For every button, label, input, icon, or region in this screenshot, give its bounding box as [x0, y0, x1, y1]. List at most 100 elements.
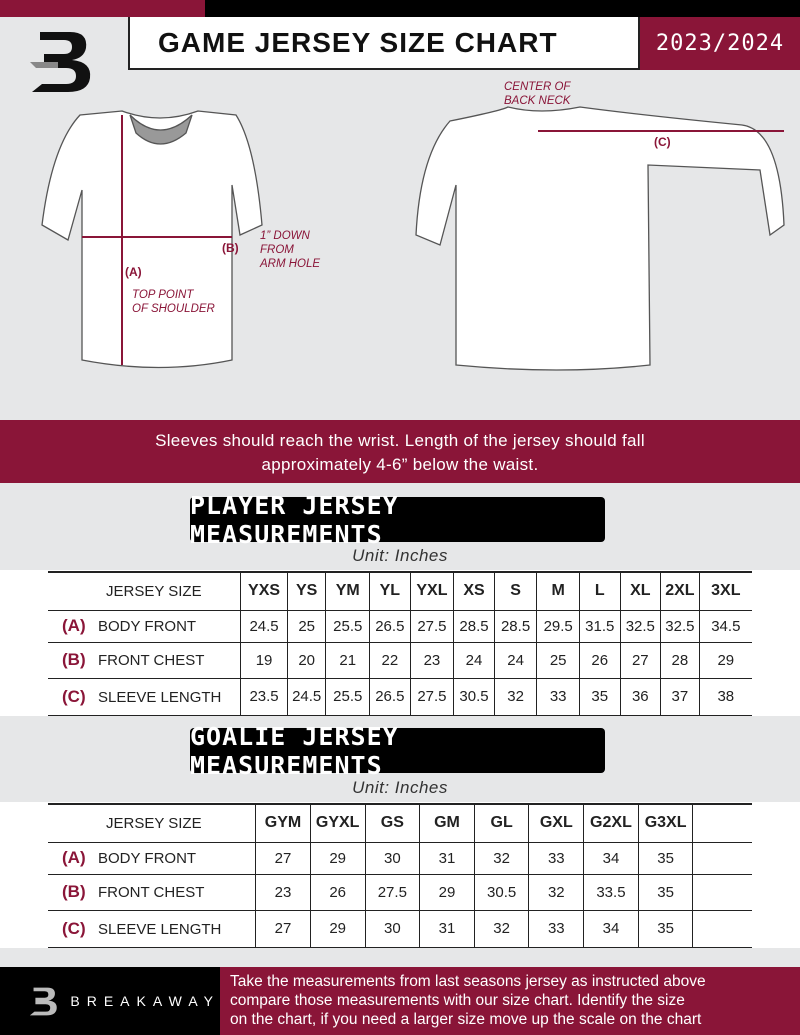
label-b: (B) [222, 241, 239, 255]
header-row: JERSEY SIZE YXS YS YM YL YXL XS S M L XL 2XL 3XL [48, 572, 752, 610]
size-column-header: GXL [528, 804, 584, 842]
table-cell: 24 [493, 642, 537, 678]
table-cell: 33 [528, 842, 584, 874]
season-badge: 2023/2024 [640, 17, 800, 70]
table-cell: 26 [578, 642, 621, 678]
table-cell: 29 [309, 842, 365, 874]
row-label: (B) FRONT CHEST [48, 642, 241, 678]
size-column-header: GYM [255, 804, 311, 842]
size-header: JERSEY SIZE [106, 582, 202, 600]
size-column-header: XL [619, 572, 661, 610]
table-cell: 32 [473, 842, 529, 874]
table-cell: 20 [286, 642, 326, 678]
size-column-header: GYXL [309, 804, 365, 842]
table-cell: 23 [409, 642, 454, 678]
goalie-size-table: JERSEY SIZE GYM GYXL GS GM GL GXL G2XL G3XL (A) BO… [48, 803, 752, 948]
table-cell [692, 874, 752, 910]
size-column-header [692, 804, 752, 842]
row-code: (A) [62, 848, 86, 867]
jersey-diagram: (A) TOP POINT OF SHOULDER (B) 1” DOWN FROM… [0, 75, 800, 420]
note-b: 1” DOWN FROM ARM HOLE [260, 230, 321, 270]
size-column-header: L [578, 572, 621, 610]
row-code: (A) [62, 616, 86, 635]
size-column-header: XS [453, 572, 495, 610]
table-cell: 21 [325, 642, 370, 678]
player-table-bg: JERSEY SIZE YXS YS YM YL YXL XS S M L XL 2XL 3XL (A) B… [0, 570, 800, 716]
header-row: JERSEY SIZE GYM GYXL GS GM GL GXL G2XL G3XL [48, 804, 752, 842]
table-cell: 29.5 [536, 610, 580, 642]
player-size-table: JERSEY SIZE YXS YS YM YL YXL XS S M L XL 2XL 3XL (A) B… [48, 571, 752, 716]
table-cell: 31 [419, 910, 475, 947]
row-label: (C) SLEEVE LENGTH [48, 910, 256, 947]
table-row: (B) FRONT CHEST 19 20 21 22 23 24 24 25 26 27 28 29 [48, 642, 752, 678]
table-cell: 31.5 [578, 610, 621, 642]
table-cell: 36 [619, 678, 661, 715]
row-label: (A) BODY FRONT [48, 842, 256, 874]
size-column-header: 3XL [698, 572, 752, 610]
table-cell: 32.5 [660, 610, 700, 642]
size-column-header: YS [286, 572, 326, 610]
table-cell: 19 [240, 642, 288, 678]
row-label: (C) SLEEVE LENGTH [48, 678, 241, 715]
row-name: BODY FRONT [98, 618, 197, 635]
table-row: (C) SLEEVE LENGTH 23.5 24.5 25.5 26.5 27.5 30.5… [48, 678, 752, 715]
table-cell: 27.5 [364, 874, 420, 910]
table-cell: 30.5 [473, 874, 529, 910]
row-code: (C) [62, 918, 86, 938]
table-cell: 28 [660, 642, 700, 678]
table-cell: 32 [493, 678, 537, 715]
brand-logo-icon [30, 32, 91, 92]
table-cell: 31 [419, 842, 475, 874]
size-column-header: M [536, 572, 580, 610]
table-cell: 25.5 [325, 678, 370, 715]
row-name: SLEEVE LENGTH [98, 920, 222, 938]
table-cell: 35 [637, 842, 693, 874]
brand-name: BREAKAWAY [70, 993, 220, 1009]
table-cell: 34.5 [698, 610, 752, 642]
size-column-header: S [493, 572, 537, 610]
top-strip-accent [0, 0, 205, 17]
table-cell: 35 [578, 678, 621, 715]
table-cell: 35 [637, 874, 693, 910]
table-cell: 33 [536, 678, 580, 715]
table-cell: 35 [637, 910, 693, 947]
table-cell: 30 [364, 842, 420, 874]
size-column-header: GS [364, 804, 420, 842]
row-label: (B) FRONT CHEST [48, 874, 256, 910]
table-cell: 22 [369, 642, 411, 678]
table-cell: 26.5 [369, 678, 411, 715]
table-cell: 33 [528, 910, 584, 947]
table-row: (C) SLEEVE LENGTH 27 29 30 31 32 33 34 35 [48, 910, 752, 947]
table-cell: 34 [583, 910, 639, 947]
row-name: FRONT CHEST [98, 884, 205, 901]
table-cell: 24 [453, 642, 495, 678]
size-column-header: 2XL [660, 572, 700, 610]
size-column-header: YXL [409, 572, 454, 610]
footer-brand: BREAKAWAY [0, 967, 220, 1035]
table-cell: 32 [528, 874, 584, 910]
table-cell: 30 [364, 910, 420, 947]
size-column-header: YL [369, 572, 411, 610]
table-row: (A) BODY FRONT 27 29 30 31 32 33 34 35 [48, 842, 752, 874]
table-cell: 23.5 [240, 678, 288, 715]
size-column-header: G2XL [583, 804, 639, 842]
table-cell: 26.5 [369, 610, 411, 642]
table-row: (B) FRONT CHEST 23 26 27.5 29 30.5 32 33.5 35 [48, 874, 752, 910]
row-code: (B) [62, 882, 86, 901]
jersey-outline [41, 106, 785, 371]
table-cell: 29 [698, 642, 752, 678]
table-cell: 24.5 [240, 610, 288, 642]
player-unit: Unit: Inches [352, 546, 448, 565]
fit-note-banner: Sleeves should reach the wrist. Length o… [0, 420, 800, 483]
table-cell [692, 842, 752, 874]
size-header: JERSEY SIZE [106, 814, 202, 832]
goalie-heading: GOALIE JERSEY MEASUREMENTS [190, 722, 605, 780]
table-cell: 30.5 [453, 678, 495, 715]
label-c: (C) [654, 135, 671, 149]
table-cell: 23 [255, 874, 311, 910]
table-cell: 37 [660, 678, 700, 715]
page-title: GAME JERSEY SIZE CHART [128, 17, 640, 70]
size-column-header: G3XL [637, 804, 693, 842]
table-cell: 27 [255, 842, 311, 874]
label-a: (A) [125, 265, 142, 279]
